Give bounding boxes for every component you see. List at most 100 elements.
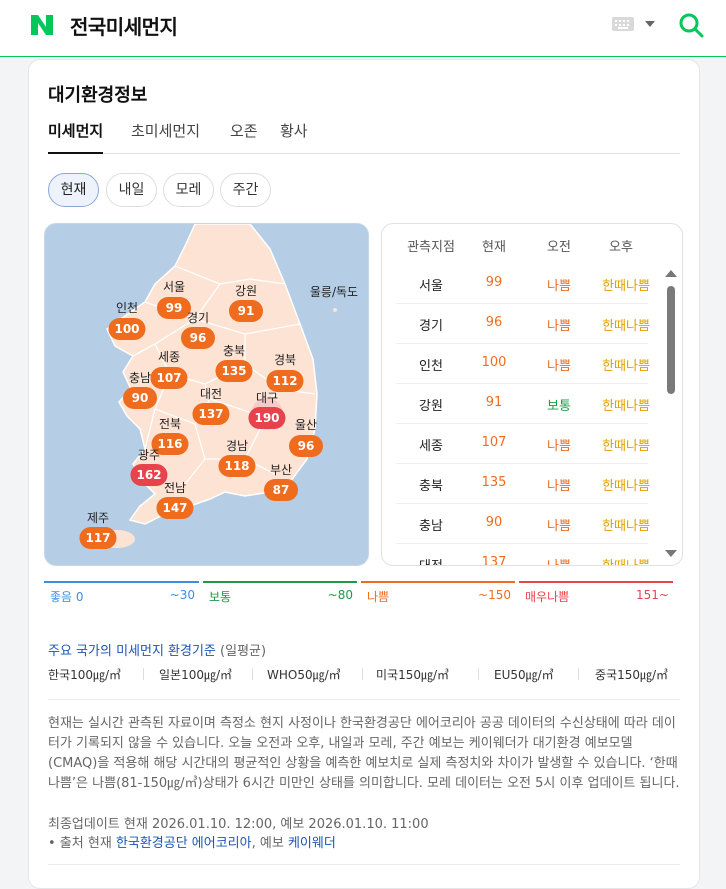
tab-pm10[interactable]: 미세먼지 [48,120,104,154]
legend-normal: 보통 ~80 [203,581,357,604]
airkorea-link[interactable]: 한국환경공단 에어코리아 [115,836,252,851]
region-label-gyeongnam: 경남 [225,439,249,453]
now-cell: 96 [485,315,503,330]
table-row[interactable]: 서울 99 나쁨 한때나쁨 [396,264,650,304]
standard-korea: 한국100㎍/㎥ [48,668,122,682]
site-cell: 인천 [419,359,443,374]
am-cell: 나쁨 [547,359,571,374]
divider [252,668,253,680]
site-cell: 서울 [419,279,443,294]
region-label-gyeonggi: 경기 [186,311,210,325]
pollutant-tabs: 미세먼지 초미세먼지 오존 황사 [48,120,680,154]
region-badge-sejong[interactable]: 107 [150,367,188,389]
table-row[interactable]: 충북 135 나쁨 한때나쁨 [396,464,650,504]
keyboard-icon[interactable] [612,17,634,31]
region-label-ulsan: 울산 [294,418,318,432]
region-label-gwangju: 광주 [137,448,161,462]
chevron-down-icon[interactable] [645,21,655,27]
tab-ozone[interactable]: 오존 [230,122,258,140]
site-cell: 세종 [419,439,443,454]
filter-tomorrow[interactable]: 내일 [106,173,157,207]
legend-very-bad: 매우나쁨 151~ [519,581,673,604]
region-badge-gyeonggi[interactable]: 96 [181,327,215,349]
updated-text: 최종업데이트 현재 2026.01.10. 12:00, 예보 2026.01.… [48,817,429,832]
legend-normal-range: ~80 [327,588,353,602]
region-badge-daegu[interactable]: 190 [248,407,286,429]
table-row[interactable]: 세종 107 나쁨 한때나쁨 [396,424,650,464]
site-cell: 대전 [396,555,466,565]
filter-day-after[interactable]: 모레 [163,173,214,207]
region-label-daegu: 대구 [255,391,279,405]
column-header: 현재 [482,240,506,255]
region-badge-gangwon[interactable]: 91 [229,300,263,322]
region-badge-daejeon[interactable]: 137 [192,403,230,425]
pm-cell: 한때나쁨 [602,399,650,414]
site-cell: 충남 [419,519,443,534]
region-label-jeju: 제주 [86,511,110,525]
column-header: 오전 [547,240,571,255]
pm-cell: 한때나쁨 [602,319,650,334]
table-body[interactable]: 서울 99 나쁨 한때나쁨 경기 96 나쁨 한때나쁨 인천 100 나쁨 한때… [382,264,682,565]
region-badge-gwangju[interactable]: 162 [130,464,168,486]
region-label-ulleung: 울릉/독도 [309,285,359,299]
table-scrollbar[interactable] [664,268,678,560]
now-cell: 99 [485,275,503,290]
standards-subtitle: (일평균) [220,644,267,659]
divider [478,668,479,680]
table-row[interactable]: 경기 96 나쁨 한때나쁨 [396,304,650,344]
source-line: • 출처 현재 한국환경공단 에어코리아, 예보 케이웨더 [48,832,336,851]
table-row[interactable]: 대전 137 나쁨 한때나쁨 [396,544,650,565]
kweather-link[interactable]: 케이웨더 [287,836,336,851]
region-badge-gyeongnam[interactable]: 118 [218,455,256,477]
scroll-up-icon[interactable] [665,270,677,277]
region-label-incheon: 인천 [115,301,139,315]
standards-title-text: 주요 국가의 미세먼지 환경기준 [48,644,216,659]
now-cell: 91 [485,395,503,410]
region-badge-ulsan[interactable]: 96 [289,435,323,457]
am-cell: 나쁨 [547,439,571,454]
naver-logo[interactable] [29,13,55,37]
filter-now[interactable]: 현재 [48,173,99,207]
region-badge-seoul[interactable]: 99 [157,297,191,319]
scrollbar-thumb[interactable] [667,286,675,394]
am-cell: 나쁨 [534,555,584,565]
standard-eu: EU50㎍/㎥ [494,668,554,682]
region-badge-jeju[interactable]: 117 [79,527,117,549]
am-cell: 나쁨 [547,279,571,294]
region-badge-busan[interactable]: 87 [264,479,298,501]
am-cell: 나쁨 [547,519,571,534]
standards-row: 한국100㎍/㎥ 일본100㎍/㎥ WHO50㎍/㎥ 미국150㎍/㎥ EU50… [48,664,680,684]
pm-cell: 한때나쁨 [602,479,650,494]
pm-cell: 한때나쁨 [602,519,650,534]
tab-pm25[interactable]: 초미세먼지 [131,122,201,140]
region-badge-chungnam[interactable]: 90 [123,387,157,409]
station-table: 관측지점 현재 오전 오후 서울 99 나쁨 한때나쁨 경기 96 나쁨 한때나… [381,223,683,566]
now-cell: 90 [485,515,503,530]
legend-bad: 나쁨 ~150 [361,581,515,604]
tab-yellow-dust[interactable]: 황사 [280,122,308,140]
region-badge-incheon[interactable]: 100 [108,318,146,340]
pm-cell: 한때나쁨 [588,555,664,565]
table-row[interactable]: 강원 91 보통 한때나쁨 [396,384,650,424]
legend-very-bad-label: 매우나쁨 [525,590,570,604]
region-badge-jeonbuk[interactable]: 116 [151,433,189,455]
region-label-gangwon: 강원 [234,284,258,298]
source-prefix: • 출처 현재 [48,836,116,851]
standard-japan: 일본100㎍/㎥ [159,668,233,682]
divider [48,864,680,865]
divider [48,699,680,700]
scroll-down-icon[interactable] [665,550,677,557]
pm-cell: 한때나쁨 [602,279,650,294]
am-cell: 나쁨 [547,319,571,334]
table-row[interactable]: 인천 100 나쁨 한때나쁨 [396,344,650,384]
filter-weekly[interactable]: 주간 [220,173,271,207]
divider [143,668,144,680]
region-badge-jeonnam[interactable]: 147 [156,497,194,519]
search-icon[interactable] [678,12,704,38]
divider [362,668,363,680]
region-badge-chungbuk[interactable]: 135 [215,360,253,382]
region-badge-gyeongbuk[interactable]: 112 [266,370,304,392]
legend-good-range: ~30 [169,588,195,602]
standard-usa: 미국150㎍/㎥ [376,668,450,682]
table-row[interactable]: 충남 90 나쁨 한때나쁨 [396,504,650,544]
